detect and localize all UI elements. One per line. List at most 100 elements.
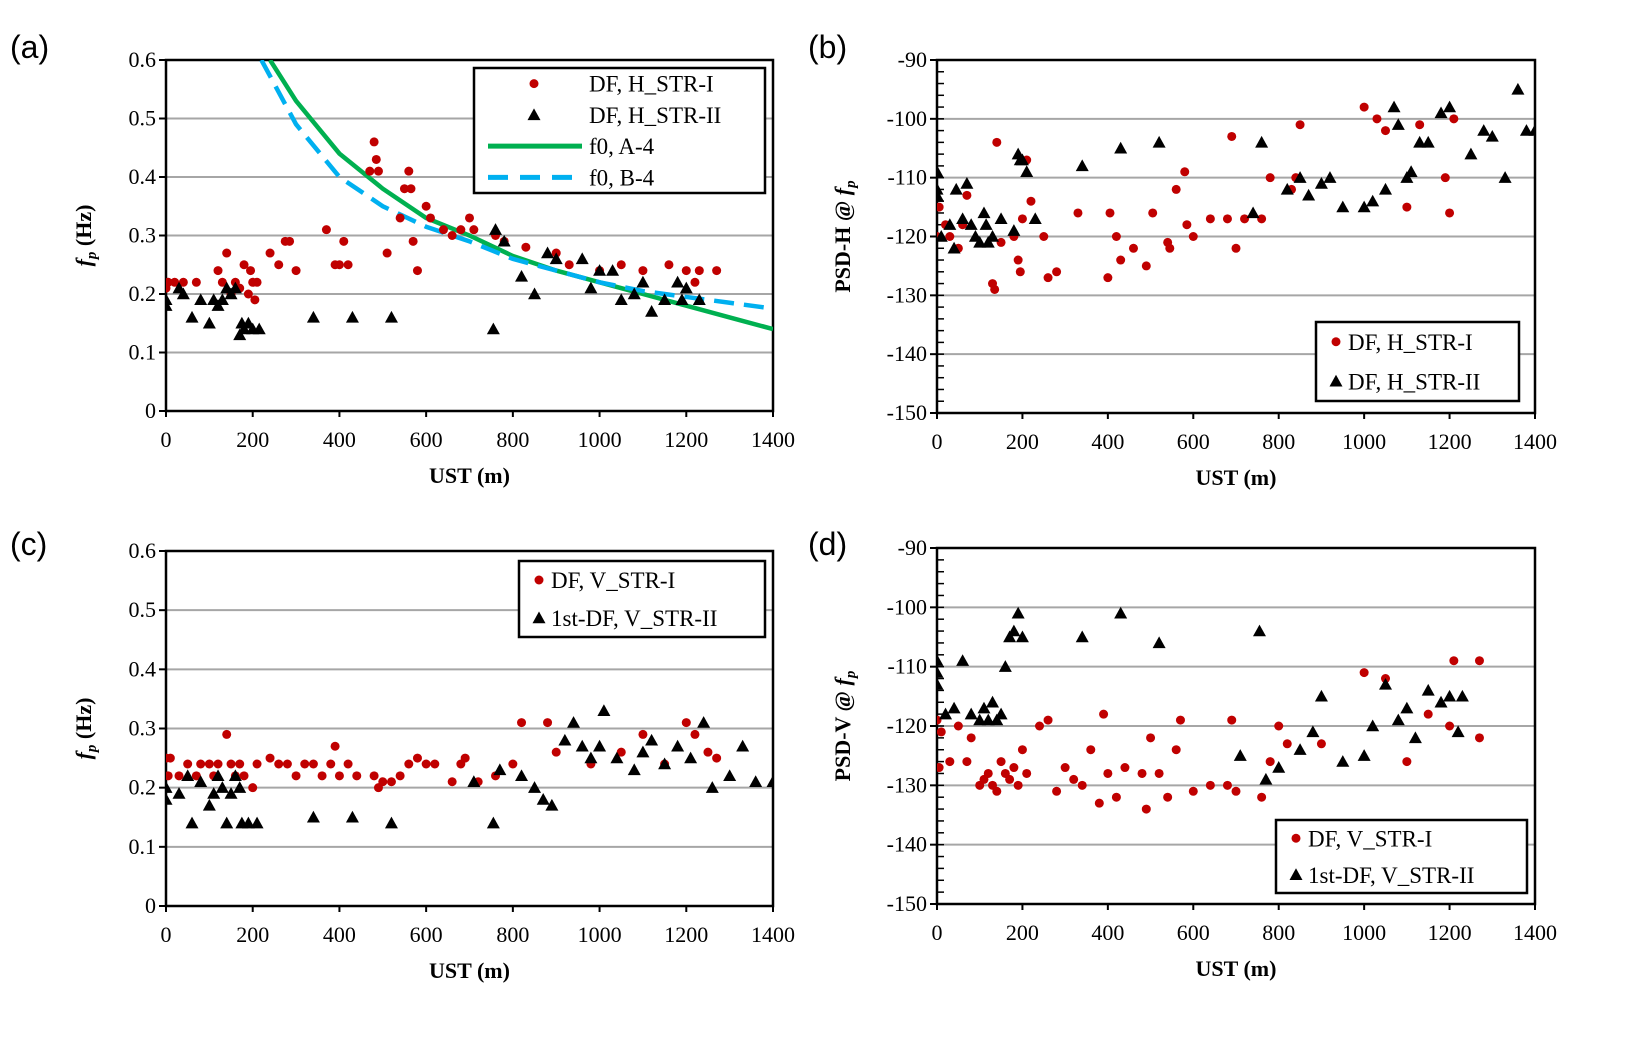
data-point <box>1434 106 1448 119</box>
data-point <box>241 816 255 829</box>
data-point <box>384 310 398 323</box>
x-tick-label: 0 <box>161 427 172 452</box>
data-point <box>1154 768 1164 778</box>
data-point <box>412 266 422 276</box>
data-point <box>1137 768 1147 778</box>
data-point <box>1295 120 1305 130</box>
data-point <box>1052 267 1062 277</box>
data-point <box>404 166 414 176</box>
data-point <box>1171 184 1181 194</box>
x-tick-label: 1000 <box>578 427 622 452</box>
data-point <box>1357 749 1371 761</box>
legend-entry: 1st-DF, V_STR-II <box>1308 863 1474 888</box>
data-point <box>1451 725 1465 738</box>
data-point <box>1103 768 1113 778</box>
data-point <box>627 763 641 776</box>
data-point <box>215 293 229 306</box>
y-tick-label: 0.4 <box>129 656 157 681</box>
data-point <box>1415 120 1425 130</box>
data-point <box>386 777 396 787</box>
legend-box <box>1314 320 1521 403</box>
data-point <box>1111 792 1121 802</box>
data-point <box>1227 131 1237 141</box>
data-point <box>1477 124 1491 136</box>
data-point <box>285 236 295 246</box>
data-point <box>638 729 648 739</box>
legend-entry: DF, H_STR-II <box>1348 369 1480 394</box>
data-point <box>282 759 292 769</box>
data-point <box>185 816 199 829</box>
legend-marker <box>1289 868 1303 880</box>
data-point <box>983 768 993 778</box>
data-point <box>736 739 750 752</box>
data-point <box>690 277 700 287</box>
data-point <box>937 677 944 690</box>
data-point <box>213 266 223 276</box>
legend-marker <box>1329 374 1343 387</box>
data-point <box>1005 774 1015 784</box>
data-point <box>1073 208 1083 218</box>
data-point <box>517 718 527 728</box>
x-tick-label: 1200 <box>1428 429 1472 454</box>
data-point <box>191 277 201 287</box>
data-point <box>1474 656 1484 666</box>
data-point <box>990 713 1004 726</box>
x-tick-label: 800 <box>496 922 529 947</box>
x-tick-label: 400 <box>1091 920 1124 945</box>
y-tick-label: 0.2 <box>129 281 157 306</box>
data-point <box>1402 757 1412 767</box>
data-point <box>543 718 553 728</box>
panel-d: -150 -140 -130 -120 -110 -100 -90 0 200 400 600 800… <box>808 526 1557 981</box>
plot-area <box>166 60 773 341</box>
data-point <box>671 739 685 752</box>
x-tick-label: 800 <box>1262 429 1295 454</box>
data-point <box>1265 173 1275 183</box>
data-point <box>365 166 375 176</box>
data-point <box>1103 273 1113 283</box>
data-point <box>343 260 353 270</box>
data-point <box>274 260 284 270</box>
legend-marker <box>1291 833 1301 843</box>
plot-frame <box>935 546 1537 906</box>
legend-entry: DF, H_STR-I <box>1348 330 1473 355</box>
data-point <box>421 201 431 211</box>
y-tick-label: 0.6 <box>129 538 157 563</box>
data-point <box>1171 745 1181 755</box>
data-point <box>1280 182 1294 195</box>
data-point <box>671 275 685 288</box>
x-tick-label: 1000 <box>578 922 622 947</box>
data-point <box>962 757 972 767</box>
x-axis-label: UST (m) <box>429 463 510 488</box>
data-point <box>239 771 249 781</box>
x-tick-label: 1000 <box>1342 429 1386 454</box>
data-point <box>684 751 698 764</box>
data-point <box>575 739 589 752</box>
y-tick-label: -100 <box>887 594 927 619</box>
data-point <box>1336 200 1350 213</box>
data-point <box>421 759 431 769</box>
data-point <box>412 753 422 763</box>
data-point <box>250 816 264 829</box>
data-point <box>1020 165 1034 177</box>
data-point <box>430 759 440 769</box>
data-point <box>1039 232 1049 241</box>
data-point <box>222 729 232 739</box>
data-point <box>1272 761 1286 773</box>
data-point <box>181 769 195 782</box>
data-point <box>1445 721 1455 731</box>
data-point <box>1116 255 1126 265</box>
data-point <box>265 248 275 258</box>
x-tick-label: 1000 <box>1342 920 1386 945</box>
data-point <box>252 277 262 287</box>
data-point <box>1180 167 1190 177</box>
y-tick-label: -100 <box>887 106 927 131</box>
data-point <box>558 733 572 746</box>
plot-area <box>166 704 773 829</box>
data-point <box>1421 135 1435 148</box>
data-point <box>937 230 948 242</box>
data-point <box>300 759 310 769</box>
legend-box <box>472 66 767 195</box>
data-point <box>937 654 944 666</box>
data-point <box>1391 713 1405 726</box>
